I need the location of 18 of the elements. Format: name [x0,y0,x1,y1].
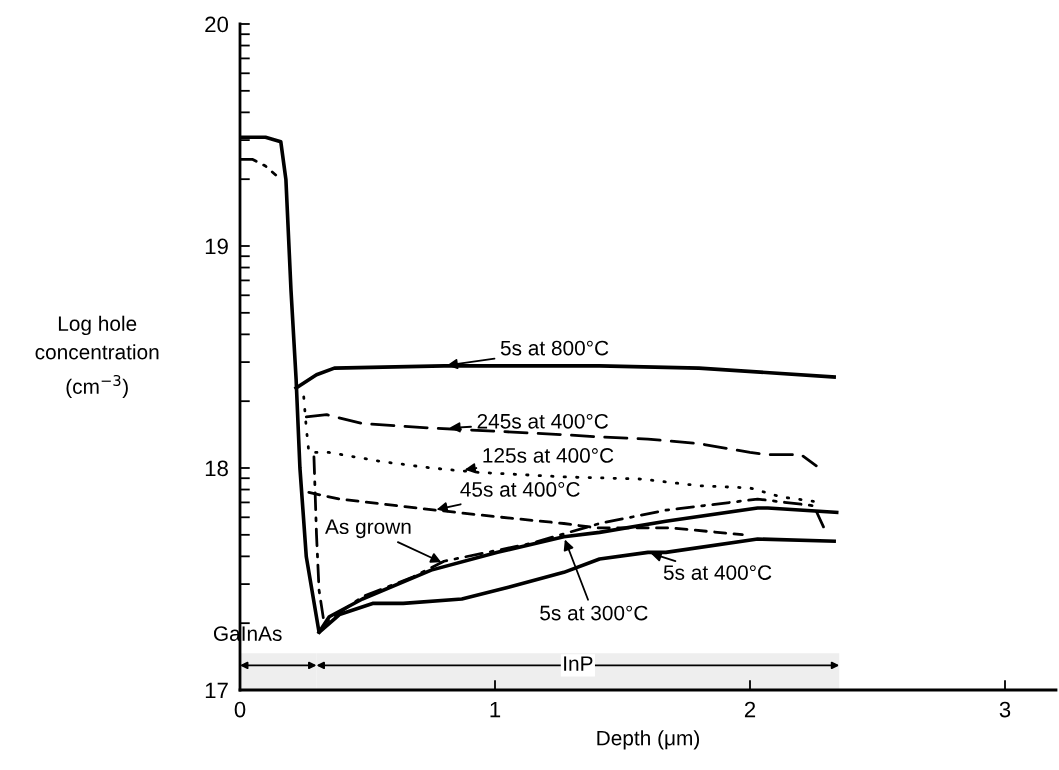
x-tick-label: 2 [744,701,756,718]
annotation: 245s at 400°C [477,413,609,429]
annotation: 5s at 800°C [500,340,609,356]
x-tick-label: 1 [490,701,501,718]
annotation: 5s at 300°C [540,605,648,621]
y-tick-label: 20 [205,16,229,33]
y-tick-label: 18 [205,460,228,477]
y-axis-title: Log hole concentration (cm$^{−3}$) [35,315,159,399]
y-tick-label: 17 [205,682,228,699]
annotation: As grown [325,519,411,539]
y-tick-label: 19 [205,238,228,255]
band-label: InP [564,656,593,671]
annotation: 45s at 400°C [460,482,580,497]
annotation: 5s at 400°C [663,565,772,580]
x-axis-title: Depth (μm) [597,730,700,750]
annotation: 125s at 400°C [483,448,614,463]
x-tick-label: 3 [999,701,1011,718]
x-tick-label: 0 [234,701,246,718]
